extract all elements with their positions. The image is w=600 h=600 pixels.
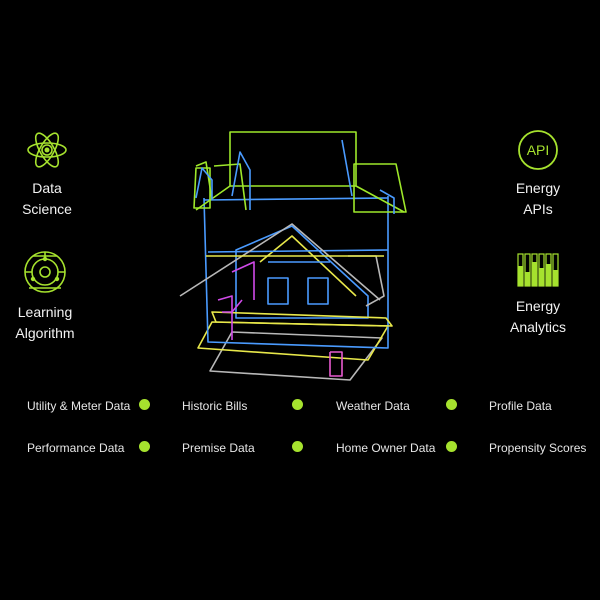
data-source-label: Propensity Scores	[489, 441, 587, 455]
bullet-dot-icon	[446, 441, 457, 452]
feature-energy-analytics: Energy Analytics	[483, 250, 593, 338]
data-source-label: Profile Data	[489, 399, 552, 413]
data-source-label: Home Owner Data	[336, 441, 436, 455]
data-source-label: Premise Data	[182, 441, 255, 455]
feature-label: Energy Analytics	[509, 298, 567, 335]
feature-label: Data Science	[22, 180, 72, 217]
orbit-network-icon	[24, 251, 66, 293]
bullet-dot-icon	[446, 399, 457, 410]
data-source-label: Performance Data	[27, 441, 125, 455]
feature-label: Learning Algorithm	[15, 304, 75, 341]
bullet-dot-icon	[139, 441, 150, 452]
feature-label: Energy APIs	[515, 180, 561, 217]
svg-text:API: API	[527, 142, 550, 158]
data-source-label: Weather Data	[336, 399, 410, 413]
bullet-dot-icon	[292, 399, 303, 410]
data-source-label: Historic Bills	[182, 399, 248, 413]
bar-levels-icon	[517, 253, 559, 287]
feature-energy-apis: API Energy APIs	[483, 128, 593, 220]
api-icon: API	[518, 130, 558, 170]
atom-icon	[27, 132, 67, 168]
data-source-label: Utility & Meter Data	[27, 399, 131, 413]
bullet-dot-icon	[139, 399, 150, 410]
bullet-dot-icon	[292, 441, 303, 452]
feature-learning-algorithm: Learning Algorithm	[0, 248, 100, 344]
feature-data-science: Data Science	[0, 128, 102, 220]
